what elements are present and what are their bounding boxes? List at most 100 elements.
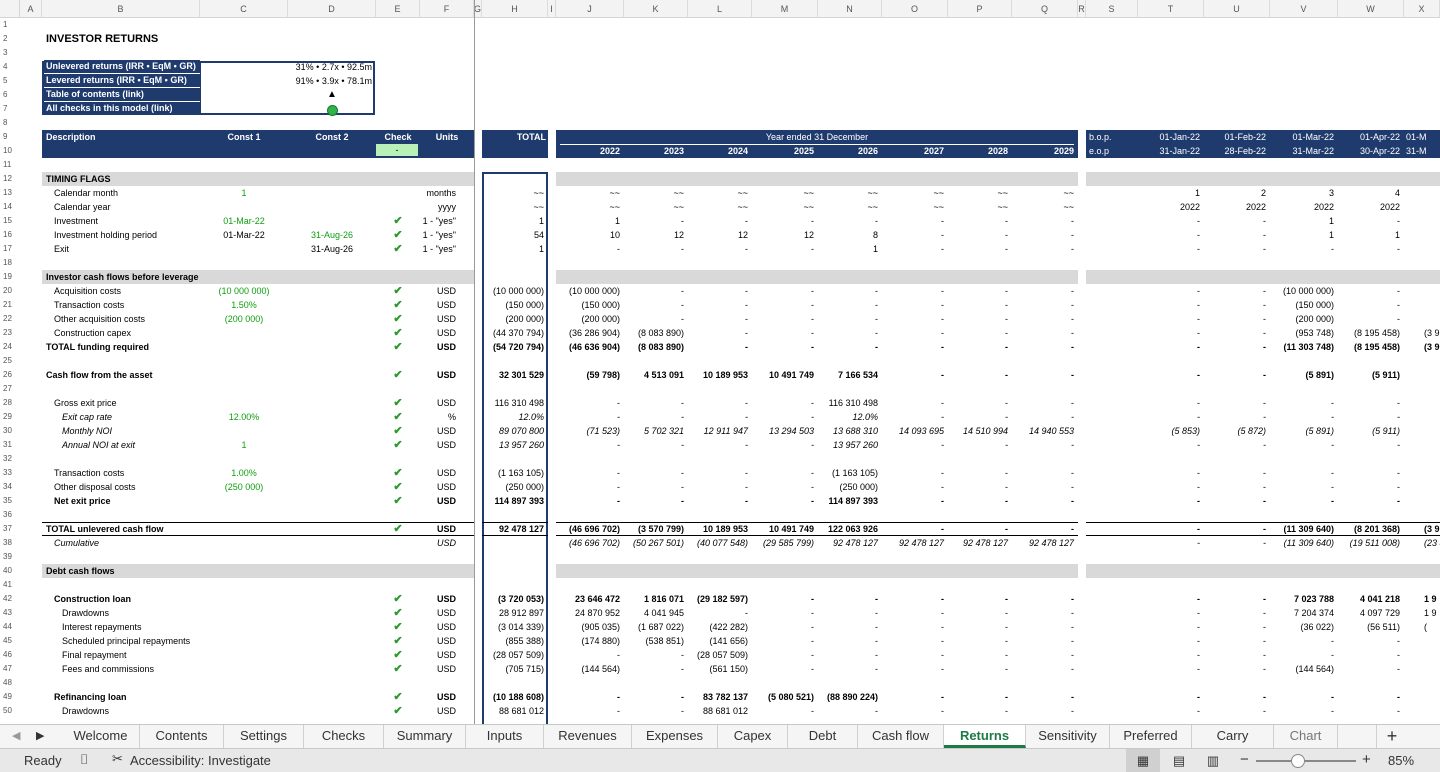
year-value[interactable]: (36 286 904) [568, 328, 620, 338]
month-value[interactable]: - [1397, 664, 1400, 674]
year-value[interactable]: - [1071, 440, 1074, 450]
year-value[interactable]: 14 510 994 [962, 426, 1008, 436]
month-value[interactable]: 2022 [1379, 202, 1400, 212]
month-value[interactable]: 4 097 729 [1359, 608, 1400, 618]
year-value[interactable]: - [941, 650, 944, 660]
month-value[interactable]: 7 204 374 [1293, 608, 1334, 618]
year-value[interactable]: 14 940 553 [1028, 426, 1074, 436]
units-value[interactable]: 1 - "yes" [422, 244, 456, 254]
units-value[interactable]: 1 - "yes" [422, 230, 456, 240]
year-value[interactable]: - [811, 412, 814, 422]
year-value[interactable]: - [875, 300, 878, 310]
row-header-17[interactable]: 17 [0, 242, 19, 256]
units-value[interactable]: USD [436, 608, 456, 618]
year-value[interactable]: - [875, 650, 878, 660]
row-header-26[interactable]: 26 [0, 368, 19, 382]
units-value[interactable]: USD [436, 706, 456, 716]
year-value[interactable]: - [745, 314, 748, 324]
month-value[interactable]: 2022 [1179, 202, 1200, 212]
month-value[interactable]: 1 [1328, 230, 1334, 240]
row-header-12[interactable]: 12 [0, 172, 19, 186]
year-value[interactable]: 8 [872, 230, 878, 240]
row-header-45[interactable]: 45 [0, 634, 19, 648]
year-value[interactable]: - [875, 286, 878, 296]
month-value[interactable]: (23 4 [1424, 538, 1440, 548]
row-header-50[interactable]: 50 [0, 704, 19, 718]
year-value[interactable]: 116 310 498 [828, 398, 878, 408]
column-header-K[interactable]: K [624, 0, 688, 18]
row-header-40[interactable]: 40 [0, 564, 19, 578]
units-value[interactable]: USD [436, 636, 456, 646]
year-value[interactable]: (8 083 890) [637, 328, 684, 338]
month-value[interactable]: - [1263, 370, 1266, 380]
year-value[interactable]: - [1005, 482, 1008, 492]
summary-checks-label[interactable]: All checks in this model (link) [44, 102, 200, 115]
month-value[interactable]: - [1263, 314, 1266, 324]
year-value[interactable]: - [745, 608, 748, 618]
total-value[interactable]: 92 478 127 [498, 524, 544, 534]
month-value[interactable]: - [1263, 440, 1266, 450]
month-value[interactable]: - [1331, 636, 1334, 646]
year-value[interactable]: - [681, 286, 684, 296]
year-value[interactable]: (1 163 105) [831, 468, 878, 478]
year-value[interactable]: ~~ [737, 202, 748, 212]
month-value[interactable]: - [1197, 300, 1200, 310]
year-value[interactable]: - [811, 636, 814, 646]
row-label[interactable]: Debt cash flows [46, 566, 115, 576]
year-value[interactable]: - [941, 692, 944, 702]
const2-value[interactable]: 31-Aug-26 [310, 230, 354, 240]
year-value[interactable]: - [681, 216, 684, 226]
year-value[interactable]: - [745, 328, 748, 338]
units-value[interactable]: USD [436, 370, 456, 380]
year-value[interactable]: - [681, 706, 684, 716]
year-value[interactable]: (29 585 799) [762, 538, 814, 548]
row-header-35[interactable]: 35 [0, 494, 19, 508]
page-break-button[interactable]: ▥ [1206, 753, 1220, 768]
column-header-J[interactable]: J [556, 0, 624, 18]
year-value[interactable]: - [811, 496, 814, 506]
month-value[interactable]: - [1197, 664, 1200, 674]
total-value[interactable]: (44 370 794) [492, 328, 544, 338]
row-header-30[interactable]: 30 [0, 424, 19, 438]
year-value[interactable]: 7 166 534 [837, 370, 878, 380]
year-value[interactable]: (174 880) [581, 636, 620, 646]
month-value[interactable]: - [1197, 622, 1200, 632]
units-value[interactable]: USD [436, 664, 456, 674]
year-value[interactable]: - [681, 412, 684, 422]
const1-value[interactable]: 1 [241, 440, 247, 450]
year-value[interactable]: - [941, 440, 944, 450]
row-header-31[interactable]: 31 [0, 438, 19, 452]
year-value[interactable]: (29 182 597) [696, 594, 748, 604]
year-value[interactable]: - [1005, 706, 1008, 716]
year-value[interactable]: 114 897 393 [828, 496, 878, 506]
units-value[interactable]: USD [436, 496, 456, 506]
units-value[interactable]: USD [436, 440, 456, 450]
month-value[interactable]: (3 9 [1424, 524, 1440, 534]
sheet-tab-cash-flow[interactable]: Cash flow [858, 725, 944, 748]
row-label[interactable]: Cumulative [54, 538, 100, 548]
month-value[interactable]: (19 511 008) [1349, 538, 1400, 548]
year-value[interactable]: - [1005, 300, 1008, 310]
year-value[interactable]: 122 063 926 [827, 524, 878, 534]
year-value[interactable]: - [941, 286, 944, 296]
summary-toc-label[interactable]: Table of contents (link) [44, 88, 200, 101]
month-value[interactable]: (5 872) [1237, 426, 1266, 436]
year-value[interactable]: - [681, 496, 684, 506]
month-value[interactable]: - [1197, 468, 1200, 478]
year-value[interactable]: - [1005, 524, 1008, 534]
year-value[interactable]: - [617, 650, 620, 660]
month-value[interactable]: - [1397, 440, 1400, 450]
year-value[interactable]: - [811, 468, 814, 478]
zoom-out-button[interactable]: − [1240, 751, 1249, 768]
year-value[interactable]: - [1071, 342, 1074, 352]
row-header-1[interactable]: 1 [0, 18, 19, 32]
year-value[interactable]: ~~ [609, 188, 620, 198]
year-value[interactable]: - [1071, 468, 1074, 478]
month-value[interactable]: (11 309 640) [1283, 538, 1334, 548]
year-value[interactable]: - [745, 300, 748, 310]
year-value[interactable]: (71 523) [586, 426, 620, 436]
sheet-tab-chart[interactable]: Chart [1274, 725, 1338, 748]
row-label[interactable]: Cash flow from the asset [46, 370, 153, 380]
select-all-corner[interactable] [0, 0, 20, 18]
year-value[interactable]: (28 057 509) [696, 650, 748, 660]
